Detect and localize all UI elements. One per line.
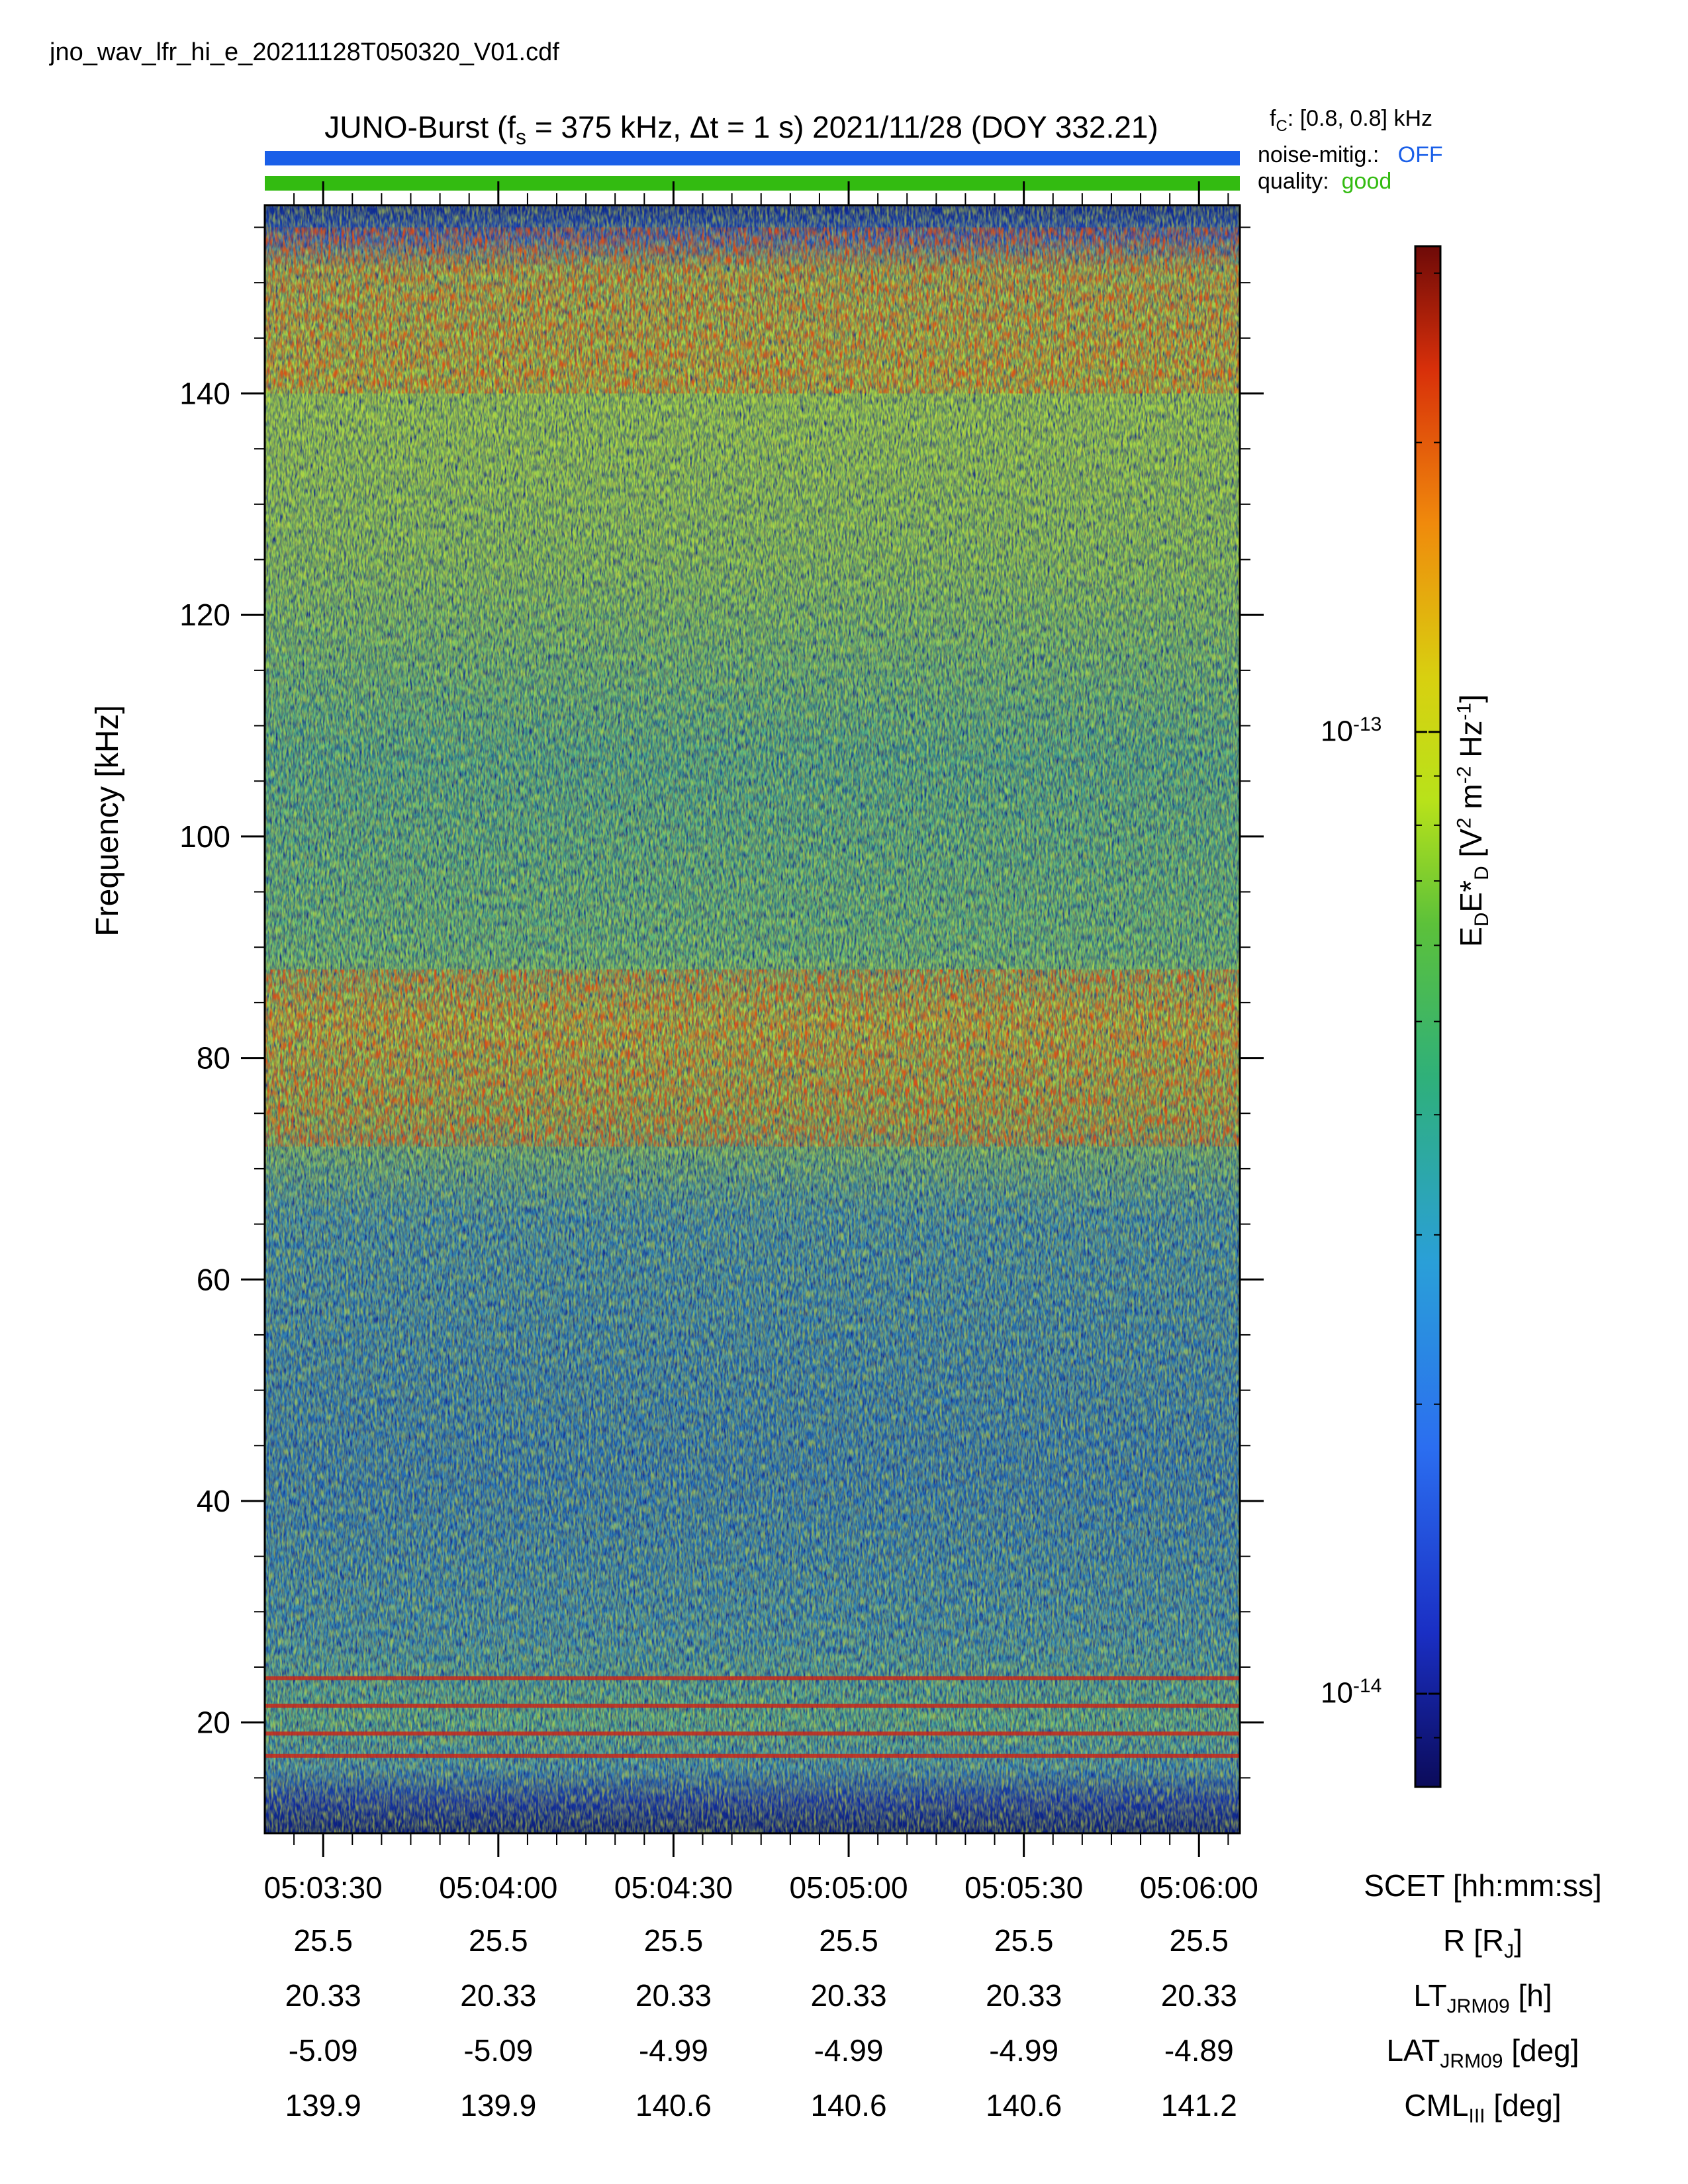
ephemeris-cml-value: 139.9 [285,2088,361,2122]
colorbar [1414,245,1442,1788]
ephemeris-lt-value: 20.33 [986,1978,1062,2013]
emission-line-1 [265,1704,1240,1708]
quality-bar [265,176,1240,191]
r-label-end: ] [1514,1923,1523,1958]
ephemeris-lat-value: -5.09 [288,2033,358,2068]
lat-label-text: LAT [1386,2033,1440,2068]
colorbar-tick-exponent: -13 [1352,713,1382,736]
title-prefix: JUNO-Burst (f [324,110,516,144]
y-tick-label: 60 [197,1262,230,1297]
title-subscript: s [516,125,527,150]
ephemeris-r-value: 25.5 [293,1923,353,1958]
emission-line-2 [265,1731,1240,1736]
ephemeris-lt-value: 20.33 [460,1978,537,2013]
x-tick-label: 05:04:30 [614,1870,733,1905]
colorbar-tick-label: 10-13 [1321,713,1382,749]
y-tick-label: 100 [179,819,230,854]
fc-label: f [1270,106,1276,131]
colorbar-tick-label: 10-14 [1321,1675,1382,1710]
x-tick-label: 05:03:30 [264,1870,383,1905]
emission-band-1 [265,969,1240,1147]
colorbar-label: EDE*D [V2 m-2 Hz-1] [1453,694,1493,947]
ephemeris-lt-value: 20.33 [1160,1978,1237,2013]
ephemeris-r-value: 25.5 [819,1923,878,1958]
colorbar-tick-exponent: -14 [1352,1675,1382,1698]
emission-band-0 [265,227,1240,394]
ephemeris-lat-value: -4.89 [1164,2033,1234,2068]
noise-value: OFF [1397,142,1443,167]
plot-area: 20 40 60 80 100 120 140 05:03:30 05:04:00 05:04:3… [179,181,1442,1905]
title-suffix: = 375 kHz, Δt = 1 s) 2021/11/28 (DOY 332… [526,110,1158,144]
x-tick-label: 05:05:00 [790,1870,908,1905]
colorbar-tick-base: 10 [1321,1676,1353,1709]
cml-label-end: [deg] [1485,2088,1562,2122]
emission-line-3 [265,1753,1240,1758]
lt-label: LTJRM09 [h] [1317,1978,1648,2018]
ephemeris-lt-value: 20.33 [285,1978,361,2013]
ephemeris-cml-value: 140.6 [635,2088,712,2122]
x-tick-label: 05:04:00 [439,1870,557,1905]
cml-label-sub: III [1468,2105,1485,2128]
noise-label: noise-mitig.: [1258,142,1380,167]
lt-label-end: [h] [1509,1978,1552,2013]
y-tick-label: 120 [179,598,230,632]
y-tick-label: 40 [197,1484,230,1518]
cml-label-text: CML [1404,2088,1469,2122]
chart-title: JUNO-Burst (fs = 375 kHz, Δt = 1 s) 2021… [258,109,1225,150]
noise-mitigation-bar [265,151,1240,165]
fc-subscript: C [1276,116,1288,135]
noise-mitigation-readout: noise-mitig.: OFF [1258,142,1443,168]
ephemeris-r-value: 25.5 [1169,1923,1229,1958]
ephemeris-lat-value: -5.09 [463,2033,534,2068]
fc-readout: fC: [0.8, 0.8] kHz [1270,106,1432,136]
scet-label: SCET [hh:mm:ss] [1364,1868,1602,1903]
quality-readout: quality: good [1258,169,1391,195]
r-label-sub: J [1504,1940,1515,1963]
cml-label: CMLIII [deg] [1317,2087,1648,2128]
fc-value: : [0.8, 0.8] kHz [1287,106,1433,131]
lt-label-text: LT [1413,1978,1447,2013]
y-axis-label: Frequency [kHz] [90,705,125,936]
r-label-text: R [R [1443,1923,1505,1958]
quality-value: good [1341,169,1392,194]
colorbar-tick-base: 10 [1321,715,1353,748]
ephemeris-lat-value: -4.99 [989,2033,1059,2068]
quality-label-text: quality: [1258,169,1329,194]
lat-label-end: [deg] [1503,2033,1579,2068]
ephemeris-lat-value: -4.99 [638,2033,708,2068]
ephemeris-lat-value: -4.99 [814,2033,884,2068]
ephemeris-r-value: 25.5 [643,1923,704,1958]
x-tick-label: 05:06:00 [1140,1870,1258,1905]
x-tick-label: 05:05:30 [964,1870,1083,1905]
ephemeris-cml-value: 139.9 [460,2088,537,2122]
ephemeris-lt-value: 20.33 [810,1978,887,2013]
ephemeris-lt-value: 20.33 [635,1978,712,2013]
ephemeris-cml-value: 140.6 [810,2088,887,2122]
ephemeris-cml-value: 141.2 [1160,2088,1237,2122]
lat-label-sub: JRM09 [1440,2050,1503,2073]
y-tick-label: 80 [197,1041,230,1075]
plot-frame [263,204,1241,1835]
ephemeris-r-value: 25.5 [469,1923,528,1958]
emission-line-0 [265,1676,1240,1680]
y-tick-label: 20 [197,1706,230,1740]
ephemeris-cml-value: 140.6 [986,2088,1062,2122]
lt-label-sub: JRM09 [1446,1995,1510,2018]
ephemeris-r-value: 25.5 [994,1923,1054,1958]
r-label: R [RJ] [1317,1923,1648,1963]
lat-label: LATJRM09 [deg] [1317,2032,1648,2073]
file-name: jno_wav_lfr_hi_e_20211128T050320_V01.cdf [50,38,559,66]
y-tick-label: 140 [179,376,230,410]
